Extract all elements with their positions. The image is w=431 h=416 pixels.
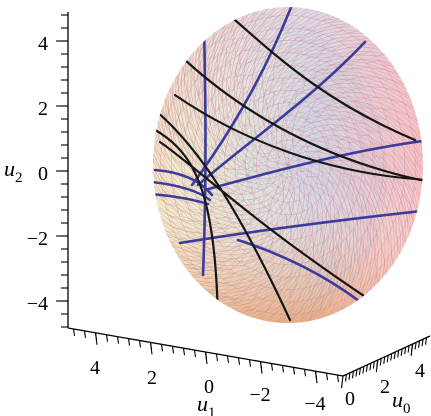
u1-minor-tick (72, 328, 76, 337)
u1-minor-tick (182, 348, 186, 356)
mesh-lines-cool (153, 12, 387, 323)
u1-major-tick (314, 371, 318, 384)
u0-major-tick (340, 375, 344, 389)
u1-tick-label: −2 (249, 384, 270, 406)
u0-major-tick (375, 359, 379, 373)
u2-tick-label: 2 (38, 98, 48, 120)
u1-minor-tick (270, 363, 274, 371)
u1-minor-tick (281, 365, 285, 373)
u2-tick-label: 0 (38, 163, 48, 185)
u1-minor-tick (105, 334, 109, 342)
u1-major-ticks (94, 332, 318, 384)
u2-axis-label: u2 (4, 156, 23, 186)
blue-curve-5 (178, 208, 423, 245)
u0-minor-tick (348, 372, 351, 380)
u1-tick-label: 4 (90, 357, 100, 379)
u0-minor-tick (355, 369, 358, 377)
black-curve-3 (153, 126, 220, 322)
u1-major-tick (259, 361, 263, 374)
u0-minor-tick (400, 348, 403, 356)
u0-minor-tick (372, 361, 375, 369)
tick-labels: 4 2 0 −2 −4 4 2 0 −2 −4 0 2 4 u2 u1 u0 (4, 33, 425, 416)
u1-minor-tick (226, 355, 230, 363)
u1-major-tick (204, 351, 208, 365)
u1-minor-tick (160, 344, 164, 352)
surface-disk (153, 7, 423, 323)
u0-minor-tick (369, 363, 372, 371)
u0-minor-tick (344, 374, 348, 382)
u0-minor-tick (351, 371, 354, 379)
u0-major-tick (410, 343, 414, 357)
u1-tick-label: 0 (204, 376, 214, 398)
u1-minor-tick (336, 374, 340, 383)
u0-minor-tick (365, 364, 368, 372)
u1-minor-tick (127, 338, 131, 346)
u0-minor-tick (358, 367, 361, 376)
blue-curve-2 (190, 7, 294, 187)
u0-tick-label: 0 (345, 388, 355, 410)
u1-minor-tick (215, 353, 219, 361)
u2-tick-label: 4 (38, 33, 48, 55)
u0-tick-label: 4 (415, 360, 425, 382)
u1-minor-tick (138, 340, 142, 348)
black-curve-4 (153, 108, 292, 322)
u1-minor-tick (116, 336, 120, 344)
black-curve-1 (226, 12, 417, 142)
u0-minor-tick (397, 350, 400, 358)
u0-minor-tick (386, 355, 389, 363)
u1-minor-tick (193, 350, 197, 358)
u0-minor-tick (418, 340, 421, 348)
surface-mesh (153, 7, 423, 323)
blue-curve-3 (196, 40, 367, 187)
u1-minor-tick (292, 367, 296, 375)
u1-major-tick (94, 332, 98, 345)
u0-minor-tick (383, 356, 386, 364)
u0-minor-tick (362, 366, 365, 374)
u2-tick-label: −4 (27, 293, 48, 315)
blue-curve-6 (153, 168, 214, 197)
u1-minor-tick (237, 357, 241, 365)
u1-minor-tick (325, 373, 329, 381)
u1-minor-tick (83, 330, 87, 338)
mesh-lines-warm (153, 7, 423, 323)
u0-minor-tick (414, 342, 417, 350)
u0-minor-tick (393, 351, 396, 360)
u2-tick-label: −2 (27, 228, 48, 250)
black-curve-2 (183, 58, 423, 184)
axes (56, 12, 431, 389)
u0-minor-tick (424, 337, 428, 345)
u1-minor-tick (248, 359, 252, 367)
u1-minor-tick (303, 369, 307, 377)
u1-major-tick (149, 342, 153, 355)
surface-curves (153, 7, 423, 323)
u1-tick-label: −4 (304, 393, 325, 415)
u0-tick-label: 2 (380, 376, 390, 398)
u0-minor-tick (404, 347, 407, 355)
u0-major-ticks (340, 343, 414, 389)
u0-axis-label: u0 (392, 387, 411, 416)
black-curve-5 (158, 140, 372, 302)
u1-tick-label: 2 (147, 367, 157, 389)
blue-curve-1 (201, 28, 207, 277)
blue-curve-4 (203, 138, 423, 192)
u1-minor-tick (171, 346, 175, 354)
u0-minor-tick (390, 353, 393, 361)
u1-axis-label: u1 (197, 391, 216, 416)
u2-major-ticks (56, 40, 68, 302)
u0-minor-tick (379, 358, 382, 366)
u0-minor-tick (407, 345, 410, 353)
black-curve-6 (174, 94, 423, 181)
u0-minor-tick (421, 339, 424, 347)
